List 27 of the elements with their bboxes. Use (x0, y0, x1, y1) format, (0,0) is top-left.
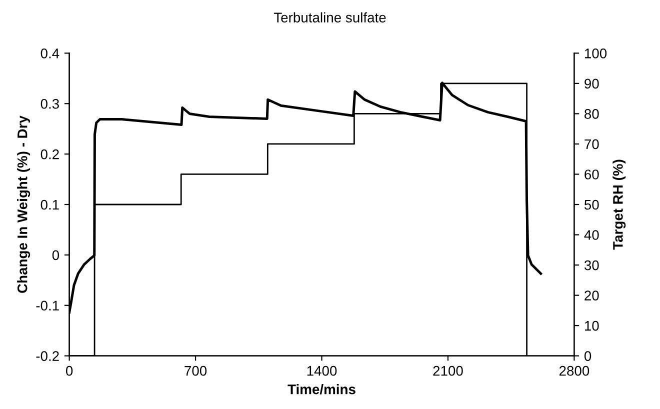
y-tick-label: 0.3 (40, 98, 59, 109)
y2-tick-label: 30 (584, 260, 599, 270)
y2-tick-label: 20 (584, 290, 599, 300)
y2-tick-label: 60 (584, 170, 599, 180)
x-tick-label: 700 (184, 366, 207, 376)
x-tick-label: 2800 (559, 366, 590, 376)
chart-title: Terbutaline sulfate (274, 12, 386, 22)
y-tick-label: 0.2 (40, 149, 59, 160)
y-tick-label: 0 (52, 250, 60, 260)
y-tick-label: 0.1 (40, 200, 59, 210)
y2-tick-label: 40 (584, 230, 599, 240)
y2-tick-label: 10 (584, 320, 599, 331)
x-tick-label: 2100 (433, 366, 463, 376)
y2-tick-label: 50 (584, 200, 599, 210)
y2-axis-title: Target RH (%) (612, 160, 626, 250)
x-axis-title: Time/mins (288, 384, 356, 394)
y2-tick-label: 0 (584, 351, 592, 361)
y-tick-label: -0.1 (36, 300, 59, 311)
x-tick-label: 1400 (307, 366, 337, 376)
y-tick-label: -0.2 (36, 351, 59, 361)
y2-tick-label: 90 (584, 78, 599, 89)
y2-tick-label: 100 (584, 48, 607, 58)
x-tick-label: 0 (66, 366, 73, 376)
y-axis-title: Change In Weight (%) - Dry (17, 116, 30, 293)
y2-tick-label: 80 (584, 109, 599, 119)
y-tick-label: 0.4 (40, 48, 60, 58)
y2-tick-label: 70 (584, 139, 599, 150)
